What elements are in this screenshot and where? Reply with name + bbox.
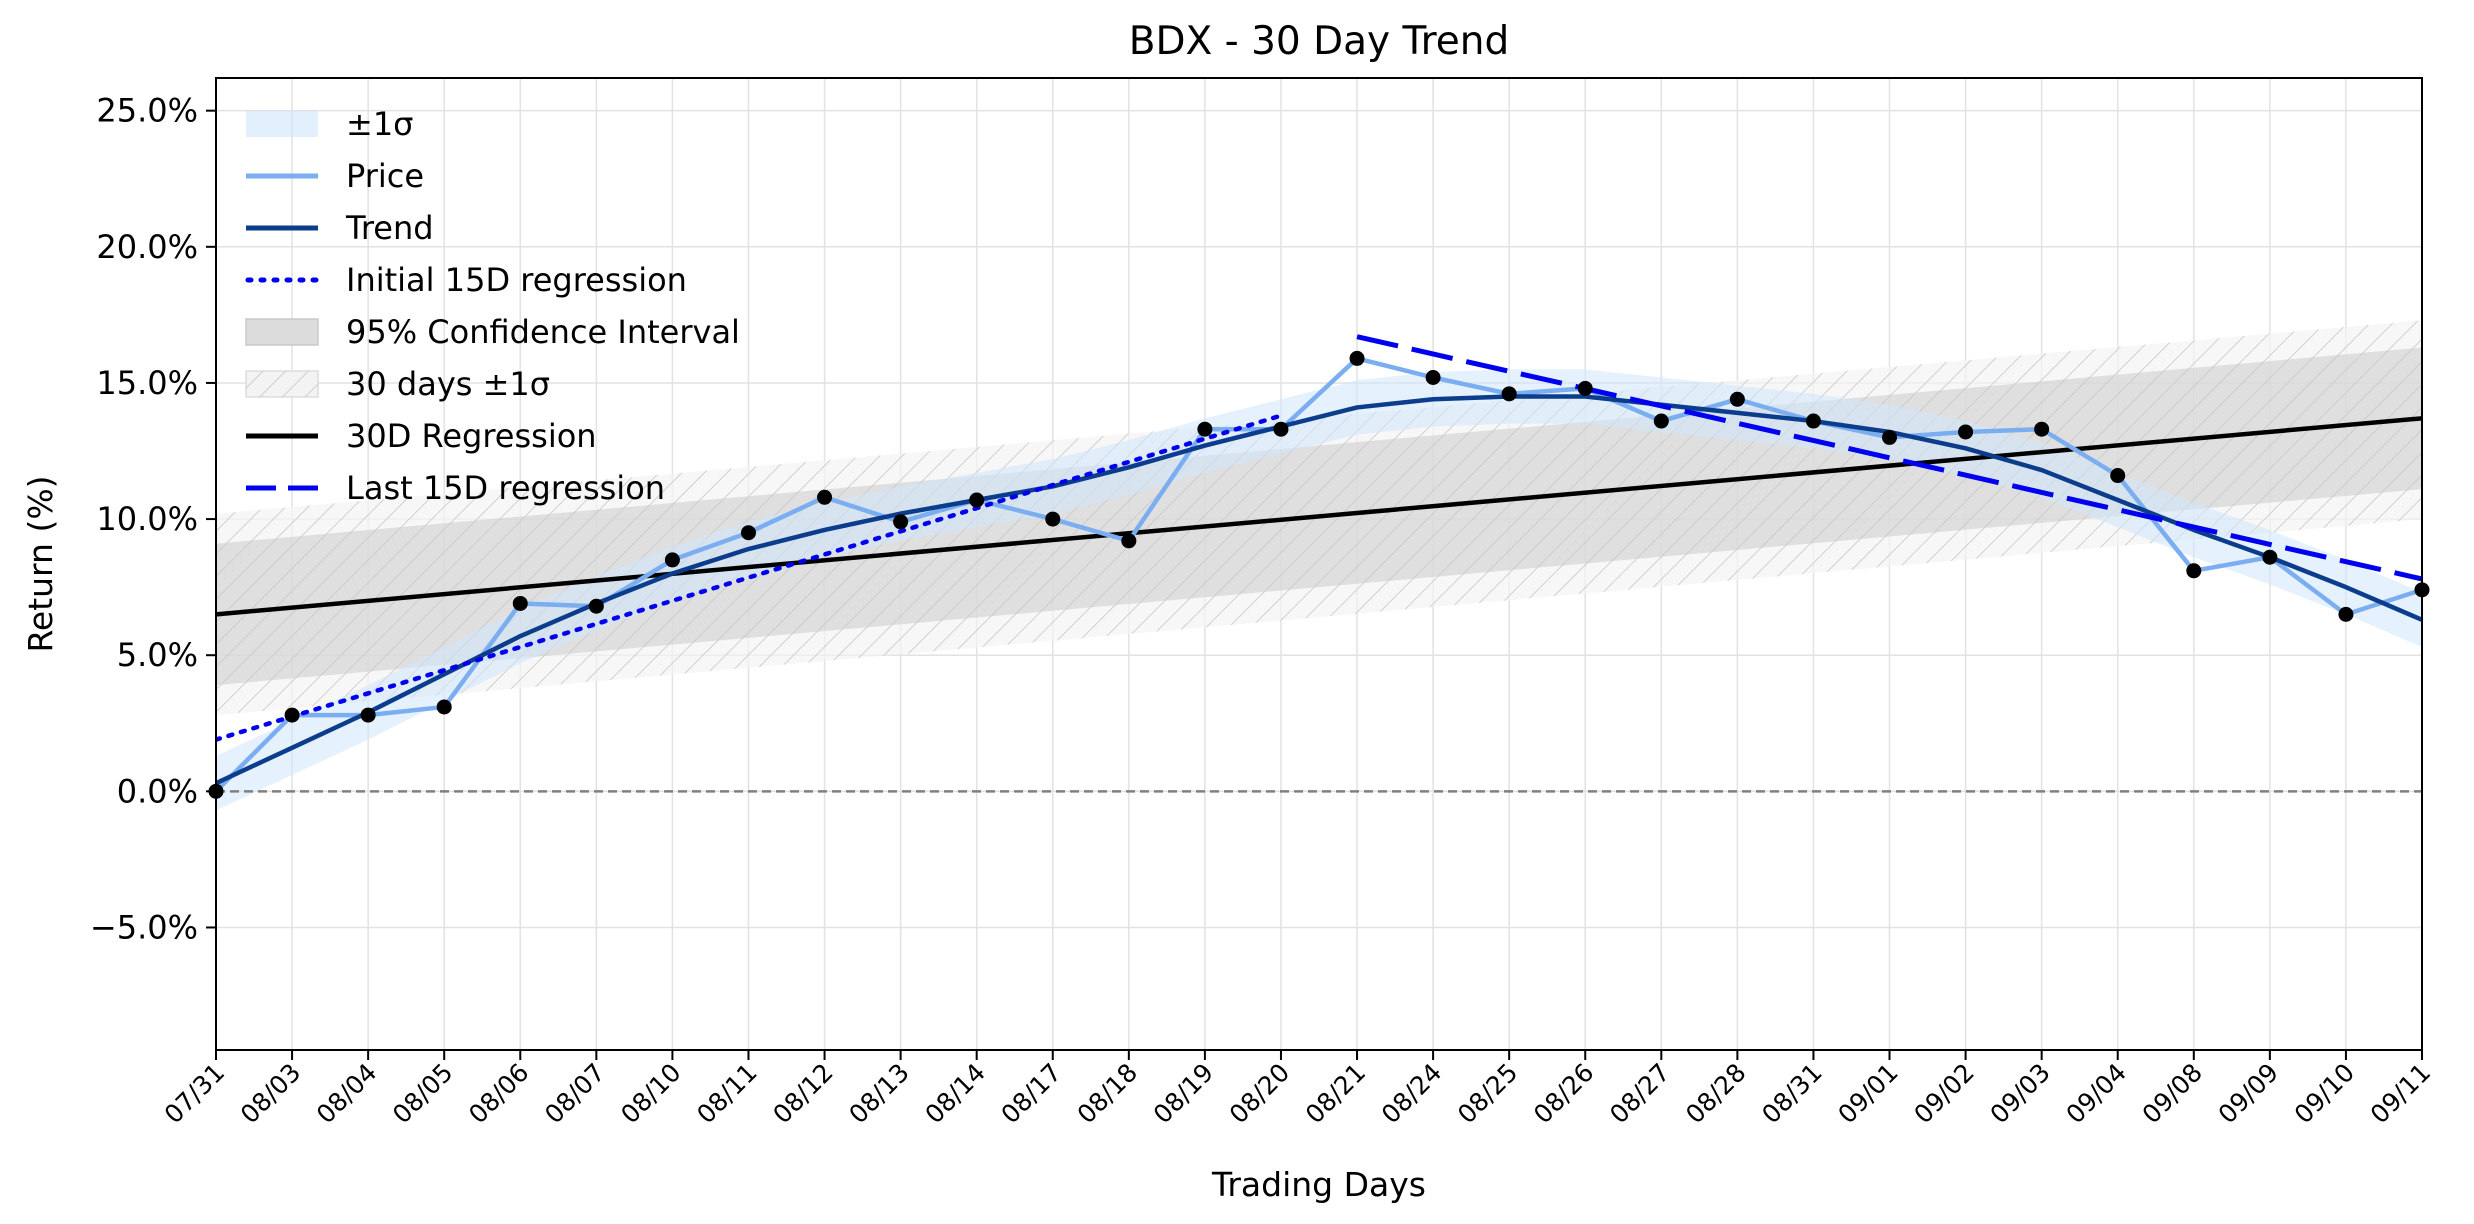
price-point bbox=[2262, 549, 2278, 565]
price-line bbox=[216, 356, 2422, 793]
x-tick-label: 08/27 bbox=[1604, 1058, 1675, 1129]
y-tick-label: 5.0% bbox=[117, 636, 198, 674]
x-tick-label: 07/31 bbox=[159, 1058, 230, 1129]
price-point bbox=[1425, 369, 1441, 385]
x-tick-label: 09/04 bbox=[2061, 1058, 2132, 1129]
legend-label: Initial 15D regression bbox=[346, 261, 687, 299]
price-point bbox=[1882, 429, 1898, 445]
trend-line bbox=[216, 394, 2422, 786]
x-tick-label: 08/28 bbox=[1680, 1058, 1751, 1129]
x-tick-label: 08/21 bbox=[1300, 1058, 1371, 1129]
x-tick-label: 08/26 bbox=[1528, 1058, 1599, 1129]
price-point bbox=[2338, 606, 2354, 622]
y-axis: −5.0% 0.0% 5.0% 10.0% 15.0% 20.0% 25.0% bbox=[90, 92, 216, 946]
x-tick-label: 09/01 bbox=[1832, 1058, 1903, 1129]
price-point bbox=[1653, 413, 1669, 429]
price-point bbox=[512, 595, 528, 611]
legend-label: 30D Regression bbox=[346, 417, 597, 455]
legend-label: Price bbox=[346, 157, 424, 195]
x-tick-label: 08/17 bbox=[996, 1058, 1067, 1129]
x-tick-label: 08/20 bbox=[1224, 1058, 1295, 1129]
x-tick-label: 08/03 bbox=[235, 1058, 306, 1129]
x-tick-label: 08/25 bbox=[1452, 1058, 1523, 1129]
x-tick-label: 09/11 bbox=[2365, 1058, 2436, 1129]
price-point bbox=[664, 552, 680, 568]
x-tick-label: 08/05 bbox=[387, 1058, 458, 1129]
x-tick-label: 08/24 bbox=[1376, 1058, 1447, 1129]
x-tick-label: 08/18 bbox=[1072, 1058, 1143, 1129]
band-sigma bbox=[216, 369, 2422, 811]
legend-label: Last 15D regression bbox=[346, 469, 665, 507]
legend-label: ±1σ bbox=[346, 105, 413, 143]
plot-frame bbox=[215, 77, 2423, 1051]
x-axis: 07/31 08/03 08/04 08/05 08/06 08/07 08/10 08/11… bbox=[159, 1050, 2436, 1129]
x-tick-label: 09/10 bbox=[2289, 1058, 2360, 1129]
y-axis-title: Return (%) bbox=[21, 475, 60, 652]
x-tick-label: 08/04 bbox=[311, 1058, 382, 1129]
y-tick-label: 10.0% bbox=[96, 500, 198, 538]
y-tick-label: 20.0% bbox=[96, 228, 198, 266]
x-tick-label: 08/19 bbox=[1148, 1058, 1219, 1129]
x-tick-label: 08/10 bbox=[615, 1058, 686, 1129]
series-lines bbox=[216, 334, 2422, 793]
legend-label: Trend bbox=[345, 209, 434, 247]
regression-initial-15d-line bbox=[216, 413, 1284, 742]
price-point bbox=[2110, 468, 2126, 484]
price-point bbox=[2186, 563, 2202, 579]
price-points bbox=[208, 350, 2430, 799]
price-point bbox=[2034, 421, 2050, 437]
legend-swatch-hatch bbox=[246, 371, 318, 397]
x-axis-title: Trading Days bbox=[1211, 1165, 1426, 1204]
price-point bbox=[893, 514, 909, 530]
y-tick-label: 0.0% bbox=[117, 772, 198, 810]
price-point bbox=[1121, 533, 1137, 549]
x-tick-label: 08/14 bbox=[919, 1058, 990, 1129]
price-point bbox=[1729, 391, 1745, 407]
chart-title: BDX - 30 Day Trend bbox=[1129, 19, 1510, 64]
price-point bbox=[284, 707, 300, 723]
regression-last-15d-line bbox=[1356, 334, 2422, 582]
price-point bbox=[436, 699, 452, 715]
x-tick-label: 09/02 bbox=[1908, 1058, 1979, 1129]
x-tick-label: 08/13 bbox=[843, 1058, 914, 1129]
price-point bbox=[1501, 386, 1517, 402]
price-point bbox=[1958, 424, 1974, 440]
price-point bbox=[1197, 421, 1213, 437]
price-point bbox=[360, 707, 376, 723]
price-point bbox=[1349, 350, 1365, 366]
x-tick-label: 09/08 bbox=[2137, 1058, 2208, 1129]
x-tick-label: 08/06 bbox=[463, 1058, 534, 1129]
price-point bbox=[740, 525, 756, 541]
legend-label: 95% Confidence Interval bbox=[346, 313, 740, 351]
x-tick-label: 08/11 bbox=[691, 1058, 762, 1129]
price-point bbox=[817, 489, 833, 505]
price-point bbox=[969, 492, 985, 508]
legend-swatch-sigma bbox=[246, 111, 318, 137]
x-tick-label: 08/07 bbox=[539, 1058, 610, 1129]
price-point bbox=[1577, 380, 1593, 396]
x-tick-label: 09/09 bbox=[2213, 1058, 2284, 1129]
x-tick-label: 08/12 bbox=[767, 1058, 838, 1129]
y-tick-label: 25.0% bbox=[96, 92, 198, 130]
regression-30d-line bbox=[216, 416, 2422, 617]
x-tick-label: 08/31 bbox=[1756, 1058, 1827, 1129]
price-point bbox=[1045, 511, 1061, 527]
price-point bbox=[1273, 421, 1289, 437]
y-tick-label: 15.0% bbox=[96, 364, 198, 402]
legend-label: 30 days ±1σ bbox=[346, 365, 550, 403]
legend-swatch-confidence bbox=[245, 318, 319, 346]
x-tick-label: 09/03 bbox=[1984, 1058, 2055, 1129]
price-point bbox=[588, 598, 604, 614]
legend: ±1σ Price Trend Initial 15D regression 95% C… bbox=[245, 105, 740, 507]
y-tick-label: −5.0% bbox=[90, 908, 198, 946]
price-point bbox=[1805, 413, 1821, 429]
